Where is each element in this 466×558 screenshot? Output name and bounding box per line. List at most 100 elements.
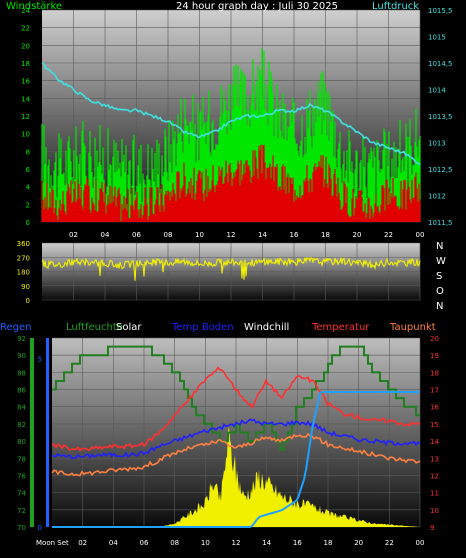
- pressure-series: [41, 61, 421, 166]
- temperature-tick-label: 20: [430, 335, 439, 343]
- wind-tick-label: 8: [26, 148, 30, 156]
- direction-tick-label: 360: [17, 240, 30, 248]
- time-tick-label: 10: [195, 231, 204, 239]
- wind-tick-label: 22: [21, 25, 30, 33]
- wind-series: [41, 144, 421, 222]
- time-tick-label: 22: [385, 539, 394, 547]
- pressure-tick-label: 1015: [428, 34, 446, 42]
- wind-tick-label: 14: [21, 95, 30, 103]
- rain-series: [52, 391, 420, 528]
- wind-tick-label: 12: [21, 113, 30, 121]
- wind-tick-label: 6: [26, 166, 31, 174]
- time-tick-label: 18: [324, 539, 333, 547]
- rain-tick-label: 5: [38, 355, 42, 363]
- compass-label: W: [436, 256, 446, 267]
- moon-set-label: Moon Set: [36, 539, 69, 547]
- pressure-tick-label: 1012: [428, 193, 446, 201]
- direction-tick-label: 180: [17, 269, 30, 277]
- legend-entry: Regen: [0, 322, 32, 333]
- wind-direction-series: [41, 256, 421, 281]
- legend-entry: Taupunkt: [389, 322, 436, 333]
- temperature-tick-label: 18: [430, 369, 439, 377]
- pressure-tick-label: 1013: [428, 140, 446, 148]
- humidity-tick-label: 80: [17, 438, 26, 446]
- wind-tick-label: 16: [21, 78, 30, 86]
- time-tick-label: 06: [140, 539, 149, 547]
- humidity-series: [52, 345, 420, 451]
- legend-entry: Luftfeuchte: [66, 322, 123, 333]
- time-tick-label: 20: [354, 539, 363, 547]
- wind-tick-label: 24: [21, 7, 30, 15]
- time-tick-label: 20: [353, 231, 362, 239]
- temperature-tick-label: 11: [430, 490, 439, 498]
- compass-label: O: [436, 286, 444, 297]
- temperature-tick-label: 12: [430, 472, 439, 480]
- humidity-tick-label: 92: [17, 335, 26, 343]
- compass-label: N: [436, 301, 443, 312]
- humidity-tick-label: 76: [17, 472, 26, 480]
- pressure-tick-label: 1014: [428, 87, 446, 95]
- direction-tick-label: 270: [17, 254, 30, 262]
- time-tick-label: 04: [101, 231, 110, 239]
- pressure-tick-label: 1013,5: [428, 113, 453, 121]
- compass-label: N: [436, 241, 443, 252]
- temperature-tick-label: 19: [430, 352, 439, 360]
- time-tick-label: 00: [416, 539, 425, 547]
- time-tick-label: 02: [69, 231, 78, 239]
- wind-tick-label: 2: [26, 201, 30, 209]
- temperature-tick-label: 16: [430, 404, 439, 412]
- temperature-tick-label: 9: [430, 524, 434, 532]
- time-tick-label: 02: [78, 539, 87, 547]
- wind-tick-label: 0: [26, 219, 30, 227]
- direction-tick-label: 0: [26, 297, 30, 305]
- wind-tick-label: 20: [21, 42, 30, 50]
- time-tick-label: 14: [262, 539, 271, 547]
- time-tick-label: 18: [321, 231, 330, 239]
- time-tick-label: 14: [258, 231, 267, 239]
- legend-entry: Windchill: [244, 322, 289, 333]
- time-tick-label: 12: [232, 539, 241, 547]
- humidity-tick-label: 88: [17, 369, 26, 377]
- temperature-tick-label: 14: [430, 438, 439, 446]
- compass-label: S: [436, 271, 442, 282]
- humidity-axis-bar: [30, 338, 34, 527]
- time-tick-label: 06: [132, 231, 141, 239]
- time-tick-label: 16: [293, 539, 302, 547]
- time-tick-label: 08: [164, 231, 173, 239]
- humidity-tick-label: 86: [17, 387, 26, 395]
- temperature-tick-label: 10: [430, 507, 439, 515]
- soil-temp-series: [51, 418, 421, 460]
- rain-tick-label: 0: [38, 524, 42, 532]
- legend-entry: Temp Boden: [171, 322, 234, 333]
- humidity-tick-label: 70: [17, 524, 26, 532]
- humidity-tick-label: 78: [17, 455, 26, 463]
- pressure-tick-label: 1012,5: [428, 166, 453, 174]
- wind-tick-label: 4: [26, 184, 31, 192]
- humidity-tick-label: 84: [17, 404, 26, 412]
- humidity-tick-label: 90: [17, 352, 26, 360]
- chart-title: 24 hour graph day : Juli 30 2025: [176, 1, 338, 12]
- dewpoint-series: [51, 432, 421, 477]
- humidity-tick-label: 72: [17, 507, 26, 515]
- time-tick-label: 16: [290, 231, 299, 239]
- wind-tick-label: 10: [21, 131, 30, 139]
- time-tick-label: 08: [170, 539, 179, 547]
- legend-entry: Temperatur: [311, 322, 370, 333]
- temperature-tick-label: 15: [430, 421, 439, 429]
- time-tick-label: 04: [109, 539, 118, 547]
- legend-entry: Solar: [116, 322, 142, 333]
- wind-tick-label: 18: [21, 60, 30, 68]
- pressure-tick-label: 1014,5: [428, 60, 453, 68]
- humidity-tick-label: 74: [17, 490, 26, 498]
- temperature-tick-label: 17: [430, 387, 439, 395]
- pressure-axis-title: Luftdruck: [372, 1, 419, 12]
- time-tick-label: 12: [227, 231, 236, 239]
- time-tick-label: 00: [416, 231, 425, 239]
- pressure-tick-label: 1011,5: [428, 219, 453, 227]
- wind-axis-title: Windstärke: [6, 1, 62, 12]
- rain-axis-bar: [46, 338, 49, 527]
- humidity-tick-label: 82: [17, 421, 26, 429]
- temperature-series: [51, 366, 421, 452]
